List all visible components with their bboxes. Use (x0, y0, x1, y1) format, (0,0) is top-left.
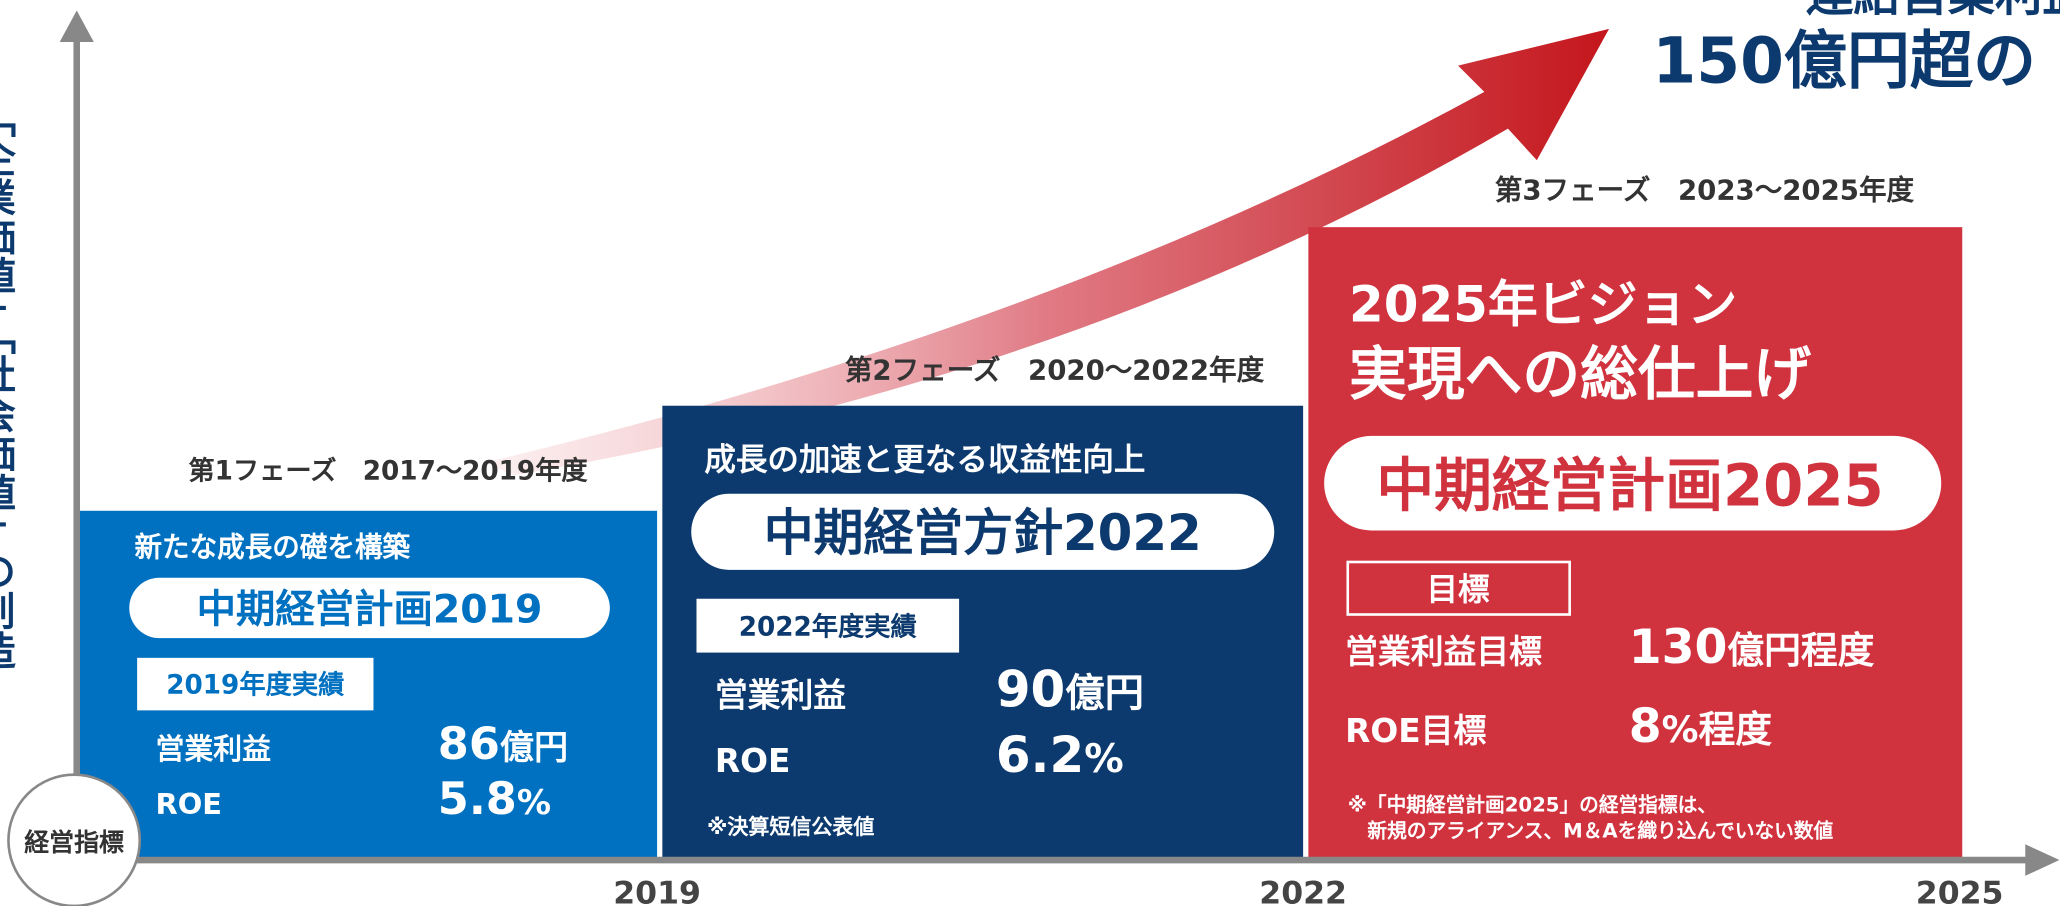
goal-line1: 連結営業利益 (1806, 0, 2060, 23)
metric-name: 営業利益 (715, 676, 846, 714)
note: ※「中期経営計画2025」の経営指標は、 (1348, 793, 1717, 816)
result-label: 目標 (1427, 572, 1491, 608)
metric-name: ROE (715, 742, 791, 780)
plan: 中期経営方針2022 (764, 504, 1202, 562)
x-arrow (2025, 844, 2060, 876)
metric-unit: % (517, 783, 551, 823)
metric-value: 86億円 (438, 718, 568, 770)
year-label: 2019 (613, 875, 701, 906)
pill (129, 577, 610, 639)
result-box (137, 657, 374, 711)
goal-line2: 150億円超の (1652, 25, 2036, 98)
metric-name: ROE (156, 787, 223, 821)
phase-label: 第2フェーズ 2020～2022年度 (845, 353, 1265, 386)
metric-unit: 億円程度 (1727, 629, 1874, 672)
y-arrow (59, 10, 94, 43)
note: 新規のアライアンス、M＆Aを織り込んでいない数値 (1348, 820, 1834, 843)
metric-unit: %程度 (1662, 708, 1773, 751)
theme: 2025年ビジョン (1349, 276, 1737, 334)
plan: 中期経営計画2019 (197, 586, 543, 632)
year-label: 2025 (1916, 875, 2004, 906)
result-box (696, 598, 960, 653)
result-box (1346, 560, 1571, 616)
metric-value: 6.2% (996, 726, 1124, 784)
result-label: 2019年度実績 (166, 669, 344, 700)
theme: 新たな成長の礎を構築 (135, 531, 411, 564)
metric-name: 営業利益目標 (1345, 633, 1542, 671)
metric-unit: % (1084, 736, 1123, 782)
metric-name: 営業利益 (156, 732, 272, 766)
growth-arrow (486, 28, 1610, 476)
note: ※決算短信公表値 (707, 815, 874, 839)
origin-label: 経営指標 (24, 828, 124, 857)
metric-unit: 億円 (1065, 670, 1144, 716)
result-label: 2022年度実績 (739, 612, 917, 643)
vertical-label: 「企業価値」「社会価値」の創造 (0, 98, 16, 669)
theme: 実現への総仕上げ (1349, 340, 1811, 408)
plan: 中期経営計画2025 (1376, 452, 1883, 520)
year-label: 2022 (1259, 875, 1347, 906)
metric-value: 130億円程度 (1629, 620, 1875, 675)
pill (1324, 435, 1942, 531)
metric-value: 90億円 (996, 660, 1144, 718)
metric-value: 8%程度 (1629, 699, 1772, 754)
pill (691, 493, 1275, 570)
origin-circle (7, 773, 142, 906)
metric-name: ROE目標 (1345, 712, 1486, 750)
phase-label: 第1フェーズ 2017～2019年度 (188, 455, 588, 486)
theme: 成長の加速と更なる収益性向上 (704, 442, 1145, 478)
phase-label: 第3フェーズ 2023～2025年度 (1495, 174, 1915, 207)
metric-unit: 億円 (500, 728, 568, 768)
phase3-box (1308, 227, 1963, 858)
